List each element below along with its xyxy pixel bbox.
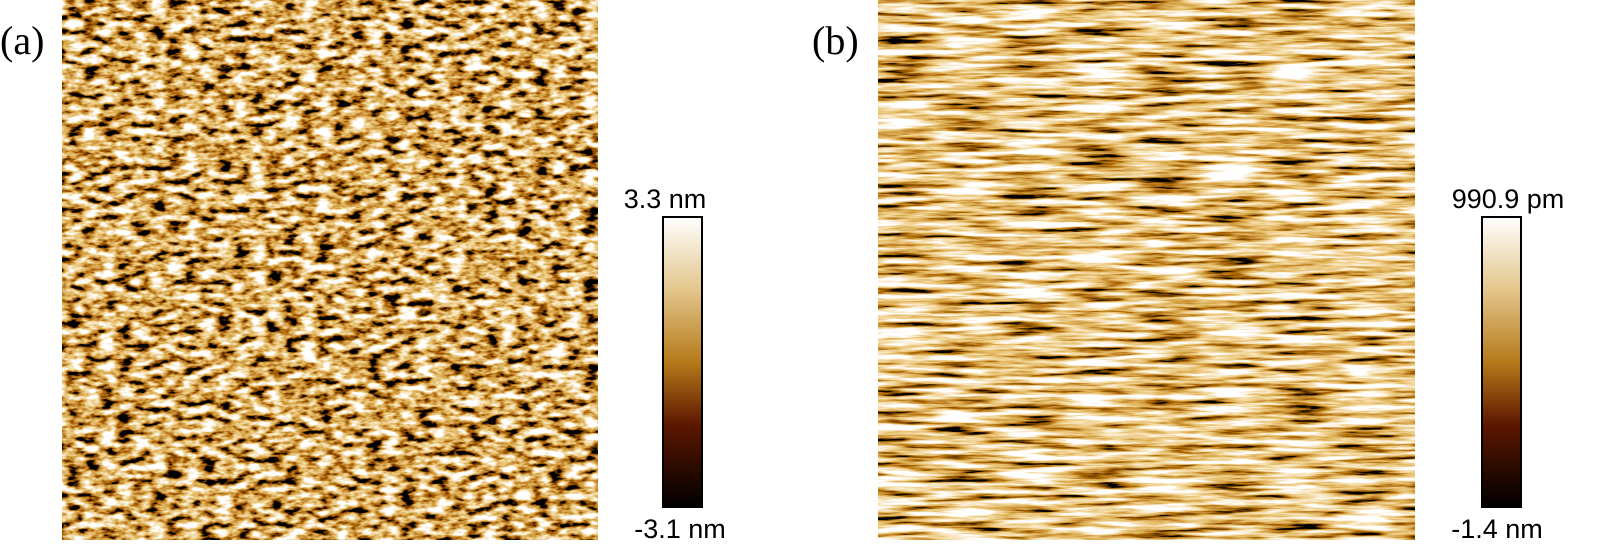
- colorbar-max: 990.9 pm: [1452, 184, 1565, 214]
- afm-image: [62, 0, 598, 540]
- panel-label: (a): [0, 18, 44, 63]
- colorbar-min: -1.4 nm: [1451, 514, 1543, 544]
- panel-label: (b): [812, 18, 859, 63]
- afm-image: [878, 0, 1415, 540]
- colorbar-max: 3.3 nm: [624, 184, 707, 214]
- colorbar: [1481, 216, 1522, 508]
- colorbar: [662, 216, 703, 508]
- colorbar-min: -3.1 nm: [634, 514, 726, 544]
